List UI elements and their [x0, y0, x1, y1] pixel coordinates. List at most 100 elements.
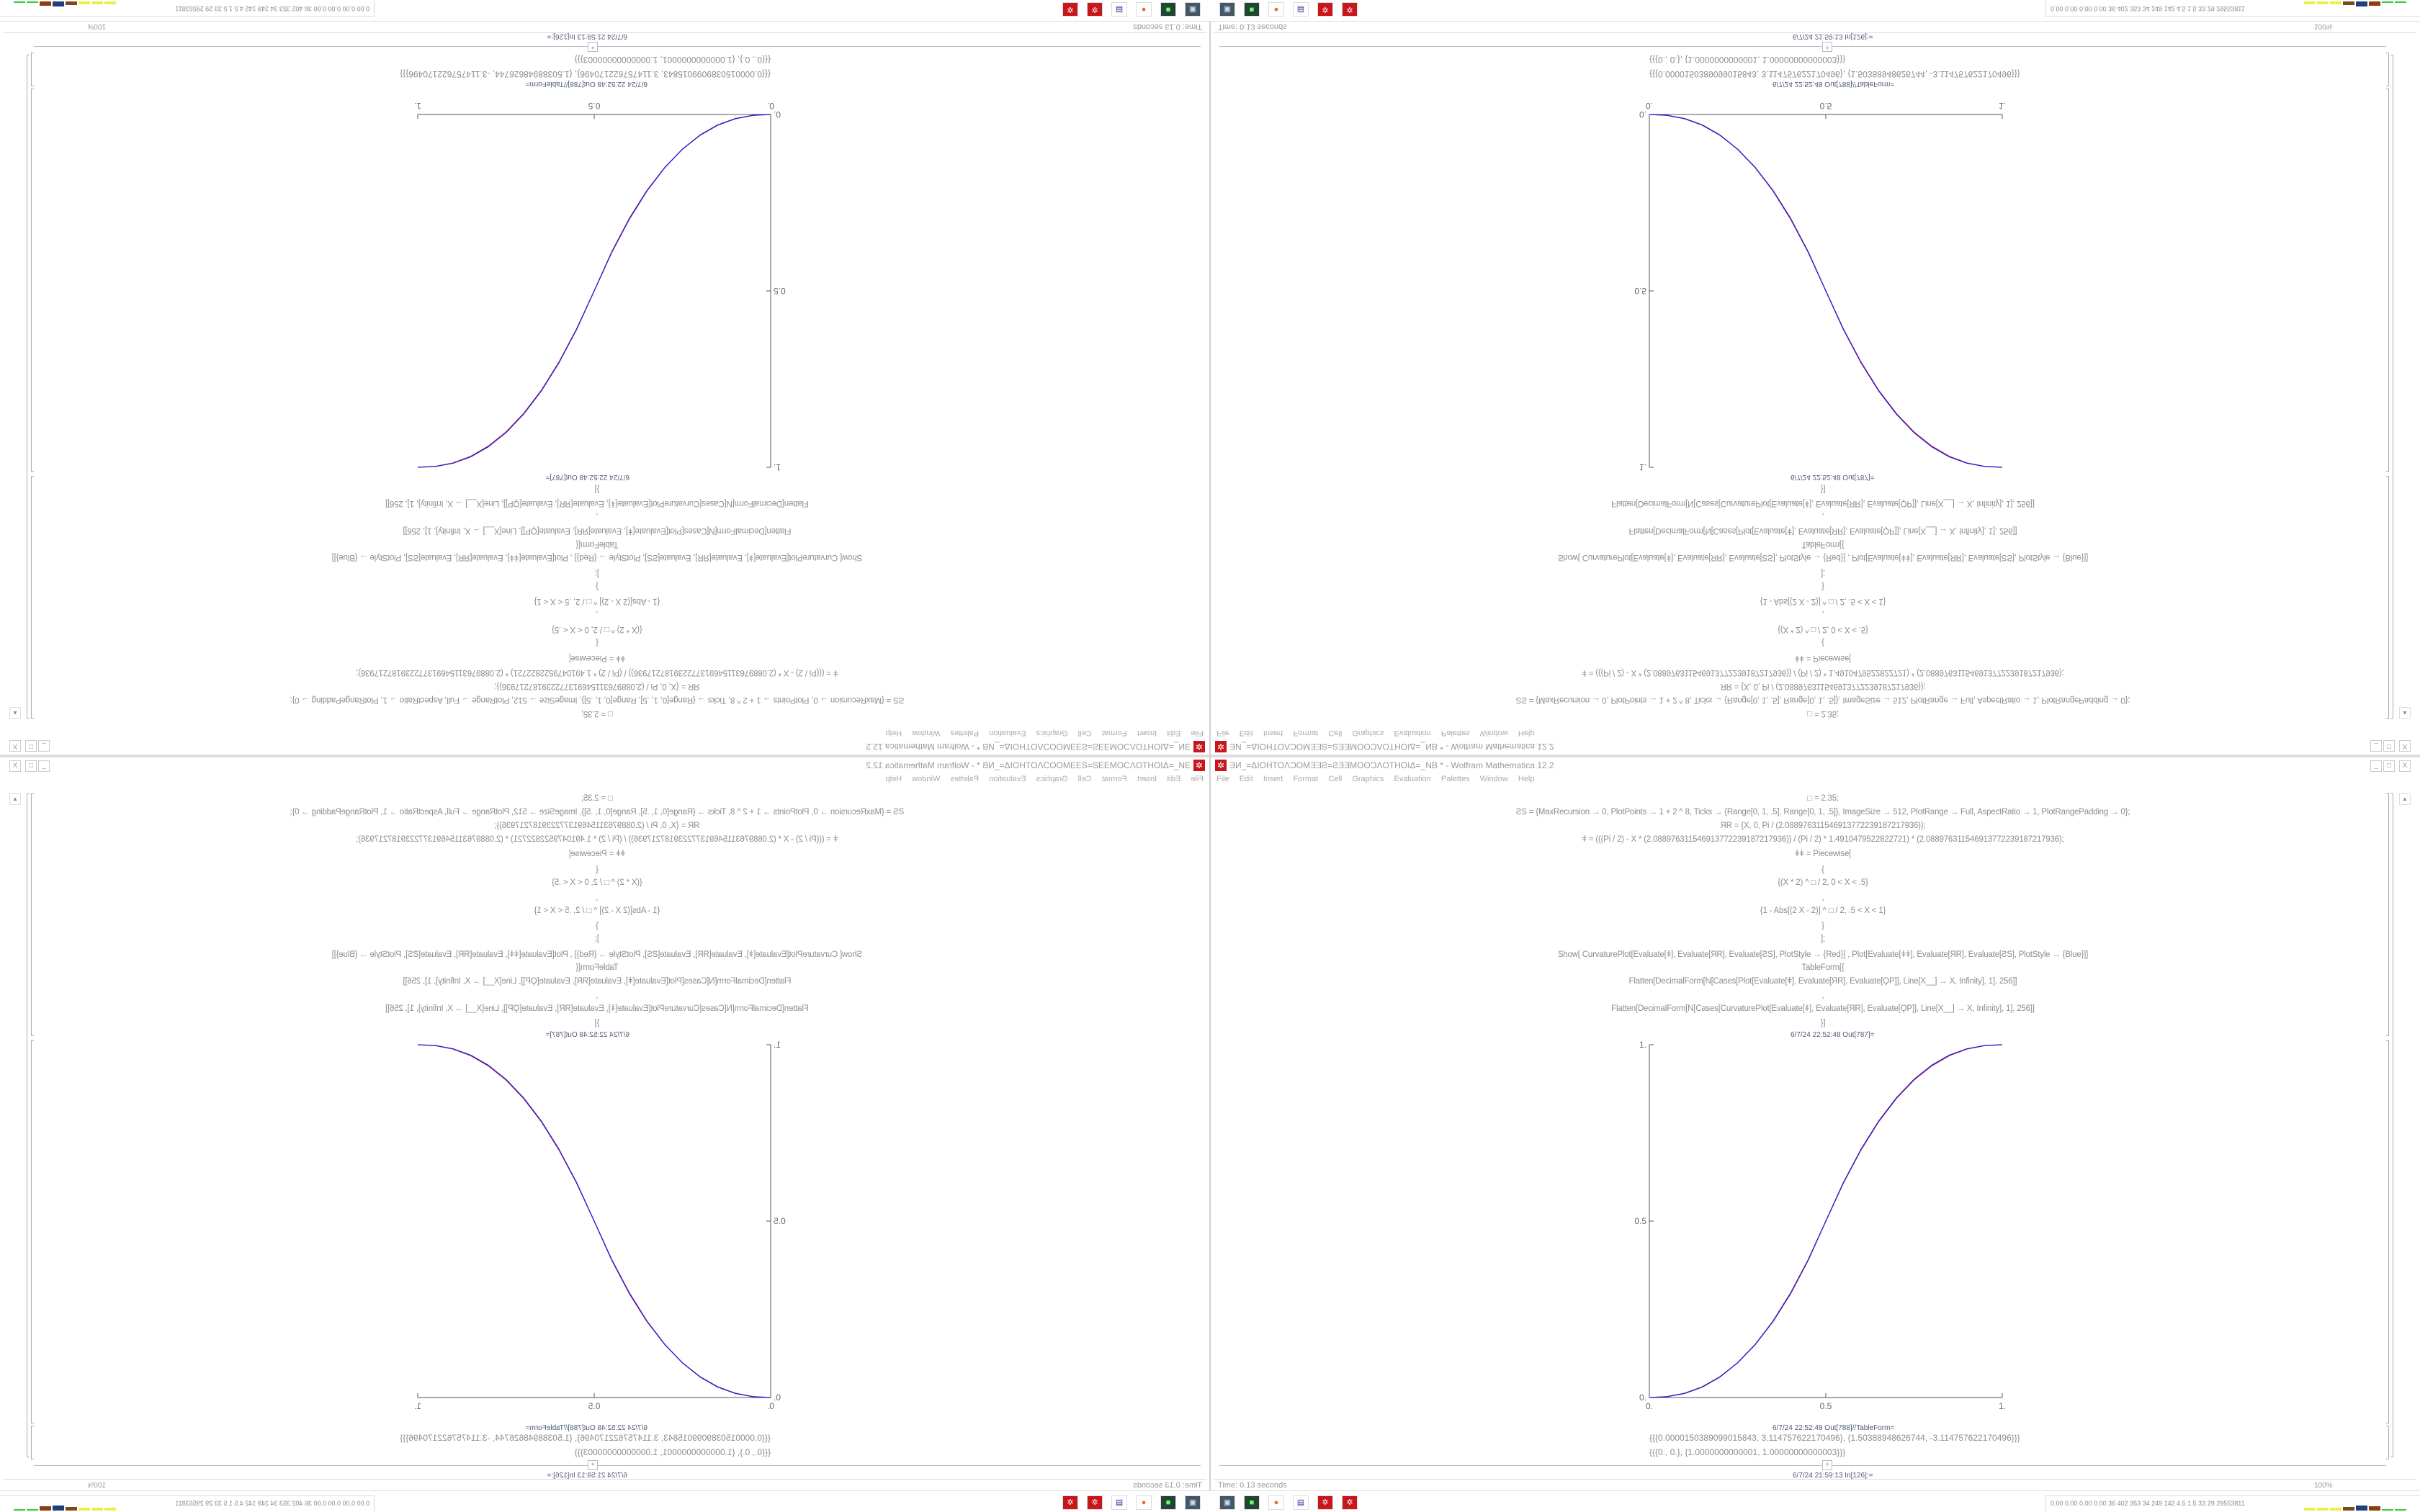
menu-window[interactable]: Window: [912, 775, 941, 783]
cell-bracket[interactable]: [2386, 793, 2389, 1036]
menu-insert[interactable]: Insert: [1137, 775, 1157, 783]
cell-bracket[interactable]: [31, 476, 34, 719]
terminal-icon[interactable]: ■: [1160, 2, 1176, 17]
menu-palettes[interactable]: Palettes: [1440, 775, 1470, 783]
close-button[interactable]: X: [2399, 760, 2411, 772]
menu-edit[interactable]: Edit: [1167, 775, 1181, 783]
close-button[interactable]: X: [9, 760, 21, 772]
mathematica-icon[interactable]: ✲: [1317, 1495, 1333, 1510]
terminal-icon[interactable]: ■: [1244, 2, 1260, 17]
menu-insert[interactable]: Insert: [1263, 729, 1283, 737]
menu-format[interactable]: Format: [1101, 729, 1127, 737]
menu-cell[interactable]: Cell: [1077, 729, 1092, 737]
add-cell-button[interactable]: +: [1822, 42, 1832, 52]
menu-graphics[interactable]: Graphics: [1036, 729, 1068, 737]
zoom-level[interactable]: 100%: [2314, 22, 2333, 30]
monitor-icon[interactable]: ▣: [1185, 1495, 1201, 1510]
menu-help[interactable]: Help: [885, 729, 902, 737]
menu-edit[interactable]: Edit: [1239, 775, 1253, 783]
floppy-64-icon[interactable]: ▤: [1293, 2, 1309, 17]
menu-file[interactable]: File: [1216, 729, 1229, 737]
firefox-icon[interactable]: ●: [1268, 1495, 1284, 1510]
scroll-up-button[interactable]: ▲: [9, 793, 21, 805]
menu-palettes[interactable]: Palettes: [950, 775, 980, 783]
mathematica-icon[interactable]: ✲: [1317, 2, 1333, 17]
add-cell-button[interactable]: +: [1822, 1460, 1832, 1470]
menu-help[interactable]: Help: [1518, 729, 1535, 737]
floppy-64-icon[interactable]: ▤: [1111, 1495, 1127, 1510]
cell-bracket[interactable]: [31, 1426, 34, 1459]
maximize-button[interactable]: □: [25, 740, 37, 752]
menu-palettes[interactable]: Palettes: [950, 729, 980, 737]
minimize-button[interactable]: _: [38, 740, 50, 752]
menu-window[interactable]: Window: [1479, 729, 1508, 737]
maximize-button[interactable]: □: [25, 760, 37, 772]
zoom-level[interactable]: 100%: [2314, 1482, 2333, 1490]
menu-evaluation[interactable]: Evaluation: [989, 775, 1026, 783]
menu-evaluation[interactable]: Evaluation: [1394, 729, 1431, 737]
minimize-button[interactable]: _: [2370, 740, 2382, 752]
maximize-button[interactable]: □: [2383, 760, 2395, 772]
group-bracket[interactable]: [2390, 55, 2393, 719]
cell-bracket[interactable]: [2386, 1426, 2389, 1459]
firefox-icon[interactable]: ●: [1136, 2, 1152, 17]
menu-file[interactable]: File: [1216, 775, 1229, 783]
menu-cell[interactable]: Cell: [1328, 729, 1343, 737]
add-cell-button[interactable]: +: [588, 1460, 598, 1470]
cell-bracket[interactable]: [2386, 1040, 2389, 1423]
menu-insert[interactable]: Insert: [1263, 775, 1283, 783]
cell-bracket[interactable]: [2386, 53, 2389, 86]
scroll-up-button[interactable]: ▲: [2399, 707, 2411, 719]
menu-palettes[interactable]: Palettes: [1440, 729, 1470, 737]
firefox-icon[interactable]: ●: [1136, 1495, 1152, 1510]
scroll-up-button[interactable]: ▲: [2399, 793, 2411, 805]
cell-bracket[interactable]: [31, 89, 34, 472]
terminal-icon[interactable]: ■: [1160, 1495, 1176, 1510]
close-button[interactable]: X: [2399, 740, 2411, 752]
monitor-icon[interactable]: ▣: [1219, 2, 1235, 17]
maximize-button[interactable]: □: [2383, 740, 2395, 752]
group-bracket[interactable]: [27, 55, 30, 719]
cell-bracket[interactable]: [31, 1040, 34, 1423]
menu-graphics[interactable]: Graphics: [1036, 775, 1068, 783]
menu-help[interactable]: Help: [1518, 775, 1535, 783]
menu-file[interactable]: File: [1191, 729, 1204, 737]
menu-edit[interactable]: Edit: [1167, 729, 1181, 737]
monitor-icon[interactable]: ▣: [1185, 2, 1201, 17]
mathematica-icon[interactable]: ✲: [1062, 2, 1078, 17]
monitor-icon[interactable]: ▣: [1219, 1495, 1235, 1510]
menu-window[interactable]: Window: [1479, 775, 1508, 783]
mathematica-icon[interactable]: ✲: [1342, 1495, 1358, 1510]
floppy-64-icon[interactable]: ▤: [1293, 1495, 1309, 1510]
mathematica-icon[interactable]: ✲: [1062, 1495, 1078, 1510]
mathematica-icon[interactable]: ✲: [1087, 1495, 1103, 1510]
minimize-button[interactable]: _: [38, 760, 50, 772]
menu-help[interactable]: Help: [885, 775, 902, 783]
menu-window[interactable]: Window: [912, 729, 941, 737]
menu-evaluation[interactable]: Evaluation: [989, 729, 1026, 737]
menu-insert[interactable]: Insert: [1137, 729, 1157, 737]
menu-cell[interactable]: Cell: [1328, 775, 1343, 783]
group-bracket[interactable]: [27, 793, 30, 1457]
minimize-button[interactable]: _: [2370, 760, 2382, 772]
firefox-icon[interactable]: ●: [1268, 2, 1284, 17]
cell-bracket[interactable]: [31, 793, 34, 1036]
menu-graphics[interactable]: Graphics: [1352, 775, 1384, 783]
close-button[interactable]: X: [9, 740, 21, 752]
menu-evaluation[interactable]: Evaluation: [1394, 775, 1431, 783]
mathematica-icon[interactable]: ✲: [1087, 2, 1103, 17]
scroll-up-button[interactable]: ▲: [9, 707, 21, 719]
menu-edit[interactable]: Edit: [1239, 729, 1253, 737]
menu-format[interactable]: Format: [1293, 775, 1319, 783]
cell-bracket[interactable]: [2386, 89, 2389, 472]
menu-format[interactable]: Format: [1101, 775, 1127, 783]
cell-bracket[interactable]: [2386, 476, 2389, 719]
add-cell-button[interactable]: +: [588, 42, 598, 52]
terminal-icon[interactable]: ■: [1244, 1495, 1260, 1510]
zoom-level[interactable]: 100%: [87, 22, 106, 30]
cell-bracket[interactable]: [31, 53, 34, 86]
menu-file[interactable]: File: [1191, 775, 1204, 783]
zoom-level[interactable]: 100%: [87, 1482, 106, 1490]
menu-graphics[interactable]: Graphics: [1352, 729, 1384, 737]
menu-format[interactable]: Format: [1293, 729, 1319, 737]
